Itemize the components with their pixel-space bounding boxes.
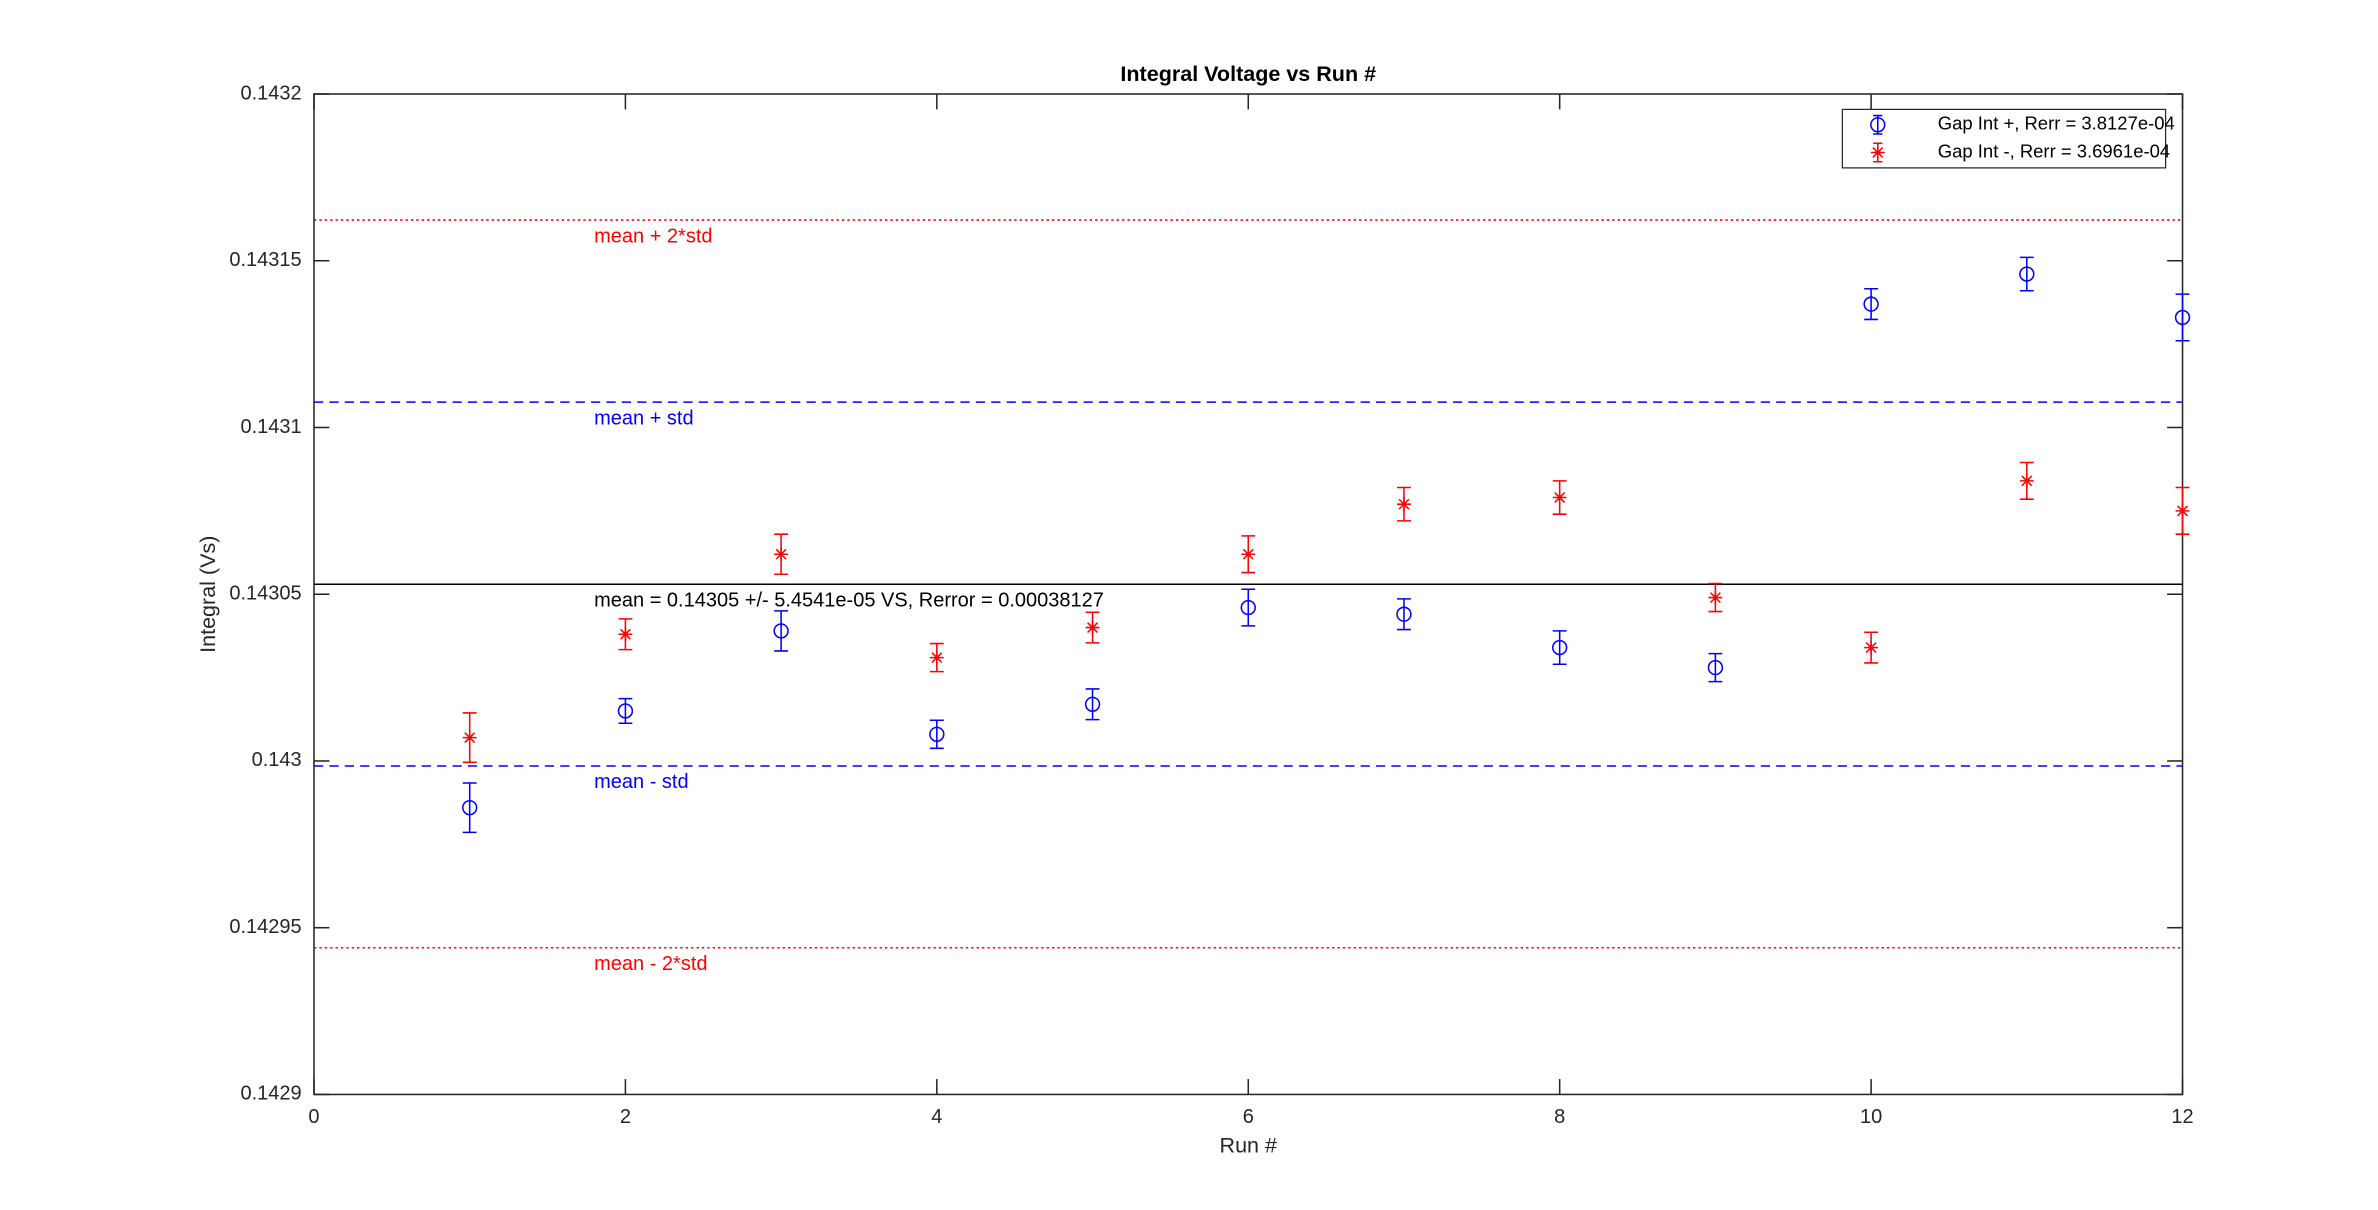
data-point (2175, 503, 2190, 518)
x-axis-label: Run # (1220, 1133, 1277, 1157)
error-bar (618, 697, 633, 725)
legend-box (1841, 108, 2167, 169)
reference-label: mean - 2*std (594, 953, 707, 975)
legend-marker (1870, 145, 1885, 160)
data-point (617, 703, 634, 719)
y-axis-label: Integral (Vs) (196, 536, 220, 653)
data-point (2019, 473, 2034, 488)
data-point (462, 730, 477, 745)
data-point (618, 627, 633, 642)
data-point (2019, 266, 2035, 282)
error-bar (1864, 287, 1879, 321)
data-point (1707, 659, 1724, 676)
data-point (2174, 309, 2191, 326)
y-tick-label: 0.143 (252, 749, 302, 771)
error-bar (929, 719, 944, 750)
reference-label: mean + std (594, 407, 694, 429)
error-bar (1241, 588, 1256, 627)
data-point (929, 726, 945, 742)
x-tick-label: 8 (1554, 1106, 1565, 1128)
data-point (929, 650, 944, 665)
data-point (1240, 599, 1256, 616)
x-tick-label: 12 (2171, 1106, 2193, 1128)
data-point (1863, 296, 1879, 312)
data-point (1551, 639, 1568, 656)
data-point (774, 547, 789, 562)
y-tick-label: 0.14295 (229, 916, 301, 938)
error-bar (774, 610, 789, 652)
error-bar (1552, 630, 1567, 666)
data-point (773, 623, 789, 639)
error-bar (1085, 688, 1100, 721)
data-point (1085, 620, 1100, 635)
x-tick-label: 0 (308, 1106, 319, 1128)
x-tick-label: 4 (931, 1106, 942, 1128)
data-point (1864, 640, 1879, 655)
data-point (1708, 590, 1723, 605)
data-point (462, 799, 478, 816)
data-point (1241, 547, 1256, 562)
y-tick-label: 0.14315 (229, 249, 301, 271)
x-tick-label: 2 (620, 1106, 631, 1128)
x-tick-label: 10 (1860, 1106, 1882, 1128)
error-bar (2175, 293, 2190, 342)
reference-label: mean - std (594, 771, 688, 793)
y-tick-label: 0.1432 (241, 82, 302, 104)
legend-marker (1870, 117, 1886, 133)
y-tick-label: 0.1429 (241, 1083, 302, 1105)
error-bar (462, 782, 477, 834)
legend-label: Gap Int +, Rerr = 3.8127e-04 (1938, 113, 2175, 134)
chart-title: Integral Voltage vs Run # (1120, 62, 1376, 86)
data-point (1552, 490, 1567, 505)
error-bar (1397, 598, 1411, 631)
error-bar (1708, 652, 1723, 683)
x-tick-label: 6 (1243, 1106, 1254, 1128)
data-point (1397, 497, 1411, 512)
error-bar (2019, 256, 2034, 292)
data-point (1084, 696, 1101, 712)
reference-label: mean + 2*std (594, 225, 712, 247)
data-point (1396, 606, 1412, 622)
legend-label: Gap Int -, Rerr = 3.6961e-04 (1938, 140, 2170, 161)
y-tick-label: 0.1431 (241, 416, 302, 438)
y-tick-label: 0.14305 (229, 583, 301, 605)
reference-label: mean = 0.14305 +/- 5.4541e-05 VS, Rerror… (594, 589, 1104, 611)
